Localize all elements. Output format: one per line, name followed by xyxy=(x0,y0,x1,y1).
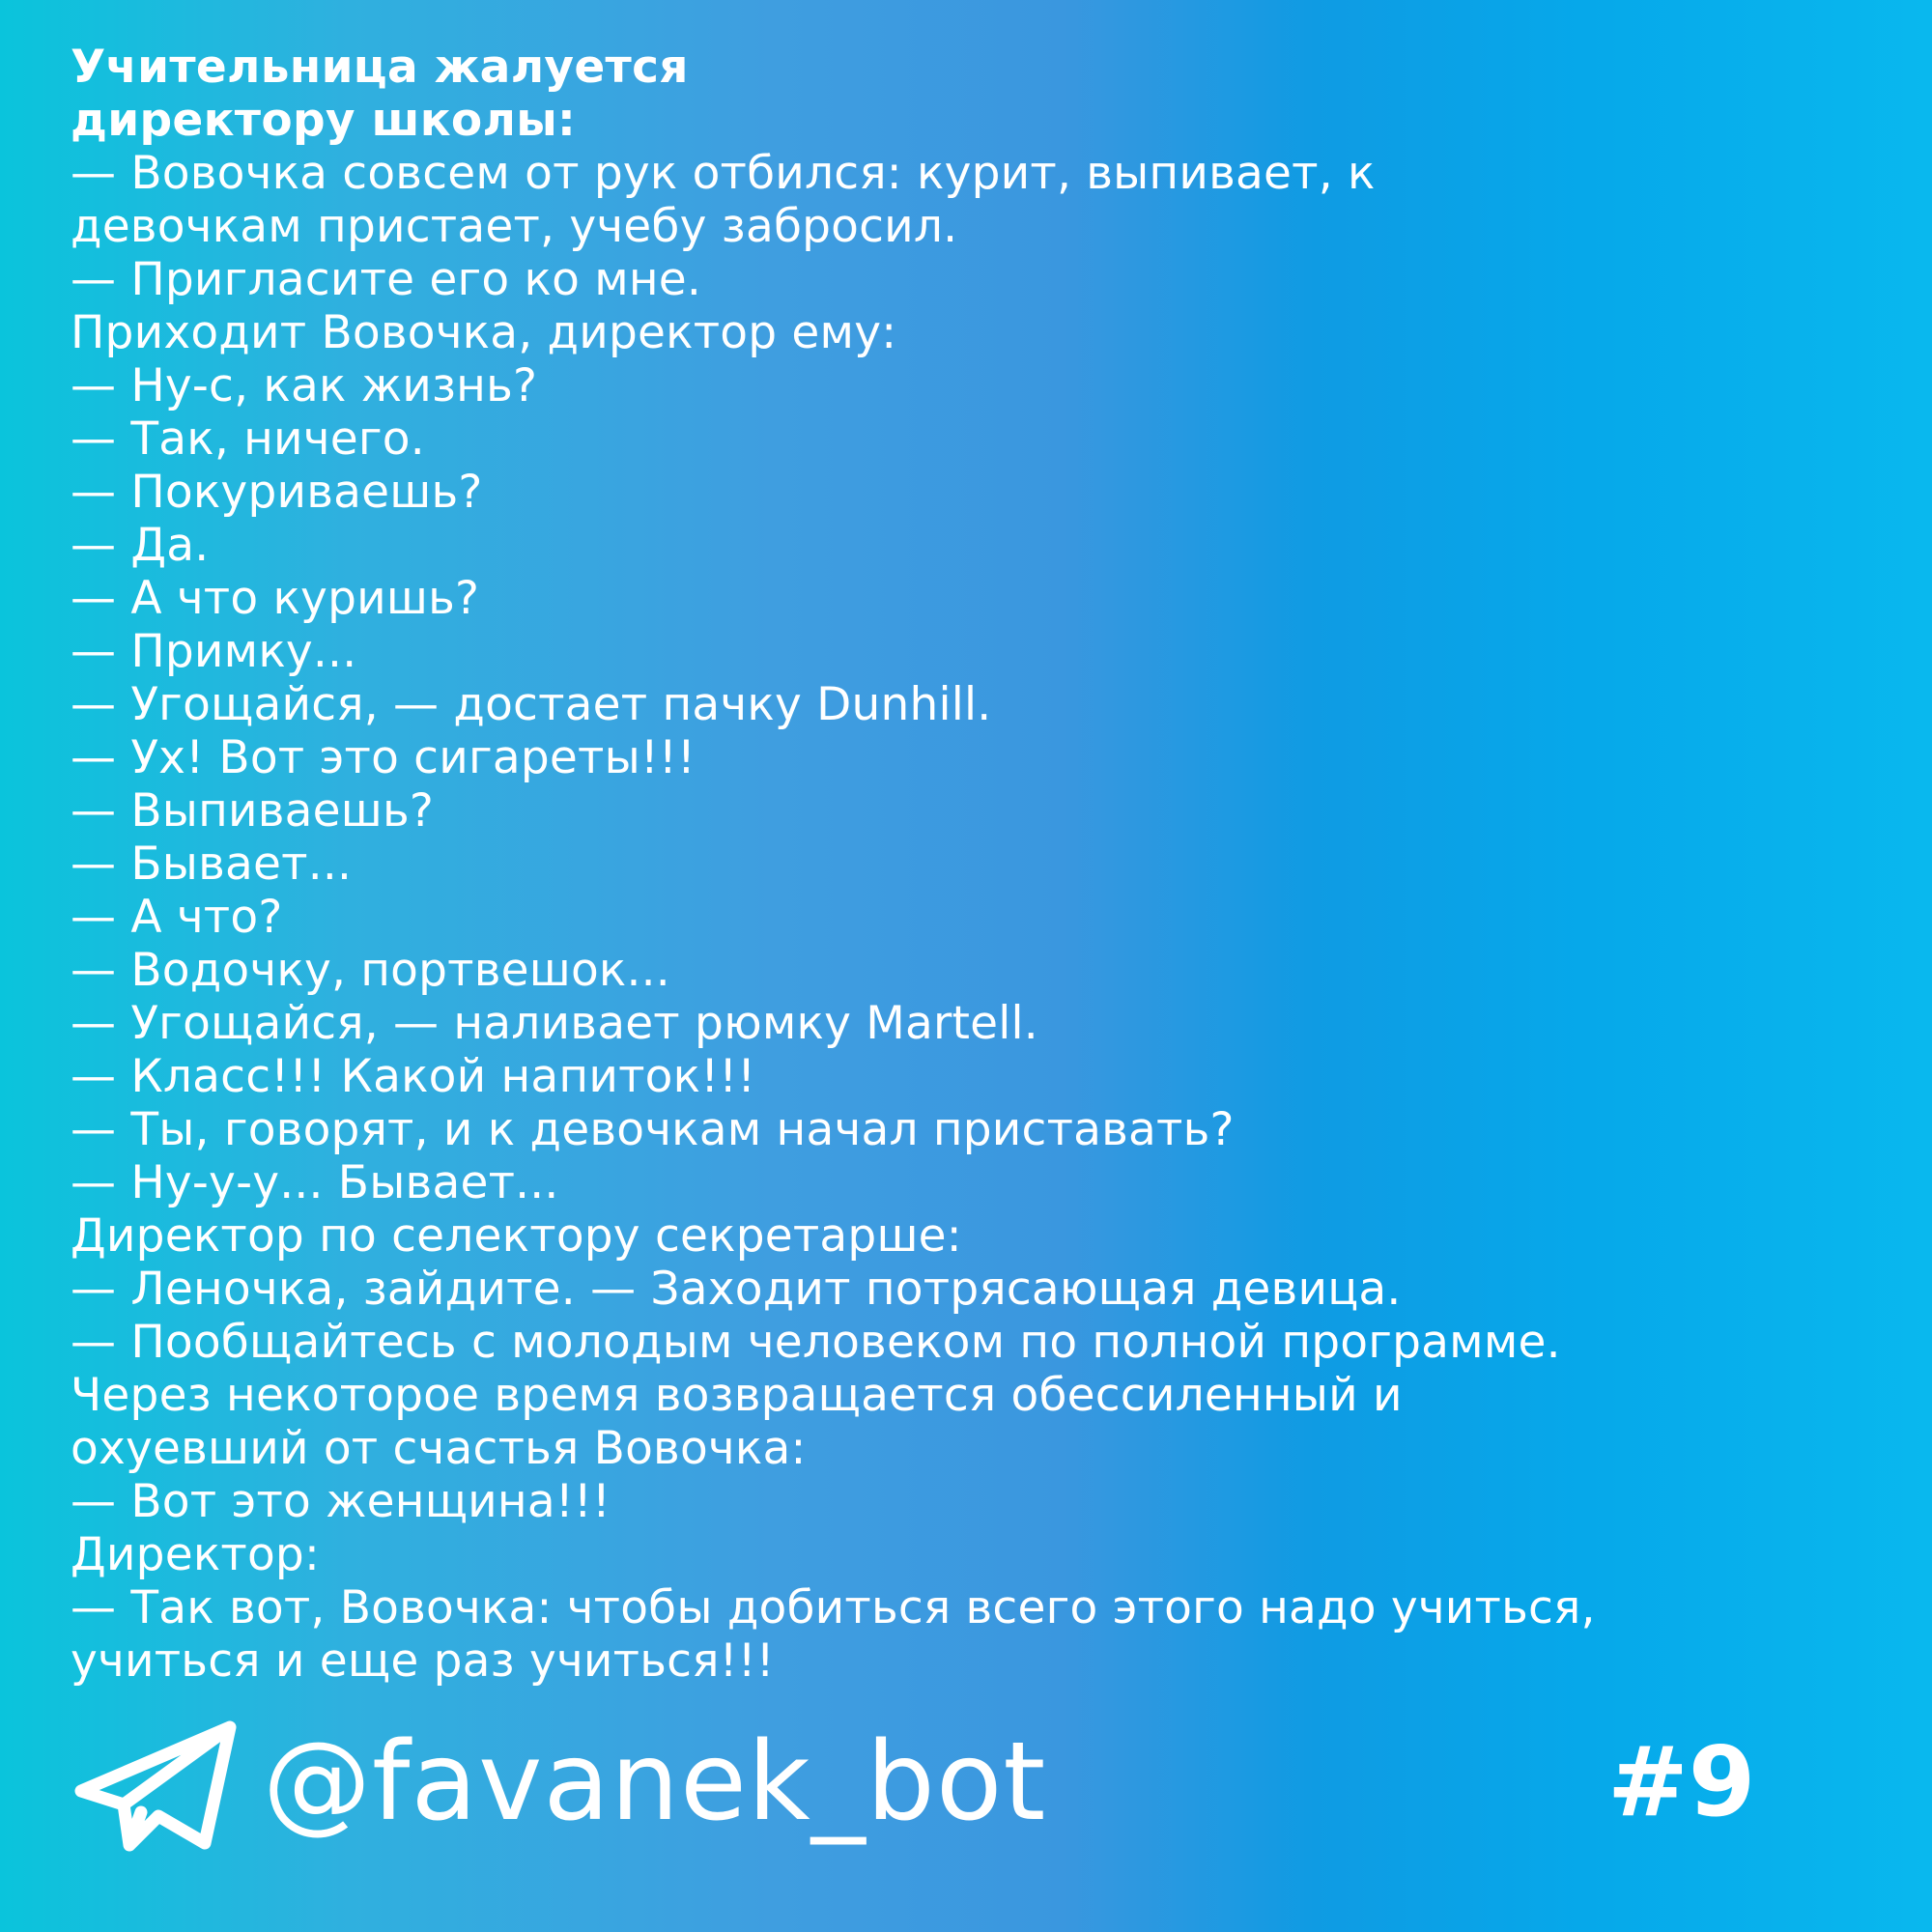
joke-line: — Водочку, портвешок... xyxy=(71,944,670,997)
telegram-icon xyxy=(74,1720,237,1852)
joke-line: — Ну-у-у... Бывает... xyxy=(71,1156,559,1209)
joke-line: Приходит Вовочка, директор ему: xyxy=(71,306,897,359)
joke-line: — Вовочка совсем от рук отбился: курит, … xyxy=(71,147,1376,200)
joke-line: — Пообщайтесь с молодым человеком по пол… xyxy=(71,1316,1561,1369)
joke-line: — Так, ничего. xyxy=(71,412,425,466)
joke-line: — А что куришь? xyxy=(71,572,480,625)
joke-title-line-1: Учительница жалуется xyxy=(71,41,689,94)
joke-line: Через некоторое время возвращается обесс… xyxy=(71,1369,1403,1422)
joke-line: учиться и еще раз учиться!!! xyxy=(71,1634,775,1688)
joke-line: — Покуриваешь? xyxy=(71,466,483,519)
joke-line: Директор по селектору секретарше: xyxy=(71,1209,962,1263)
joke-line: Директор: xyxy=(71,1528,321,1581)
joke-line: — А что? xyxy=(71,891,283,944)
joke-line: — Ух! Вот это сигареты!!! xyxy=(71,731,696,784)
joke-line: — Угощайся, — достает пачку Dunhill. xyxy=(71,678,992,731)
joke-line: — Примку... xyxy=(71,625,357,678)
joke-title-line-2: директору школы: xyxy=(71,94,577,147)
joke-line: — Да. xyxy=(71,519,210,572)
joke-line: — Ты, говорят, и к девочкам начал приста… xyxy=(71,1103,1235,1156)
joke-line: — Класс!!! Какой напиток!!! xyxy=(71,1050,756,1103)
joke-line: девочкам пристает, учебу забросил. xyxy=(71,200,958,253)
post-number: #9 xyxy=(1607,1725,1756,1838)
joke-text: Учительница жалуется директору школы: — … xyxy=(71,41,1906,1688)
joke-line: — Леночка, зайдите. — Заходит потрясающа… xyxy=(71,1263,1402,1316)
bot-handle-link[interactable]: @favanek_bot xyxy=(263,1719,1047,1845)
joke-line: — Так вот, Вовочка: чтобы добиться всего… xyxy=(71,1581,1596,1634)
joke-line: — Бывает... xyxy=(71,838,353,891)
footer: @favanek_bot #9 xyxy=(0,1700,1932,1864)
joke-line: — Выпиваешь? xyxy=(71,784,435,838)
joke-line: — Пригласите его ко мне. xyxy=(71,253,702,306)
joke-line: — Ну-с, как жизнь? xyxy=(71,359,538,412)
joke-line: — Вот это женщина!!! xyxy=(71,1475,611,1528)
joke-line: охуевший от счастья Вовочка: xyxy=(71,1422,807,1475)
joke-line: — Угощайся, — наливает рюмку Martell. xyxy=(71,997,1038,1050)
